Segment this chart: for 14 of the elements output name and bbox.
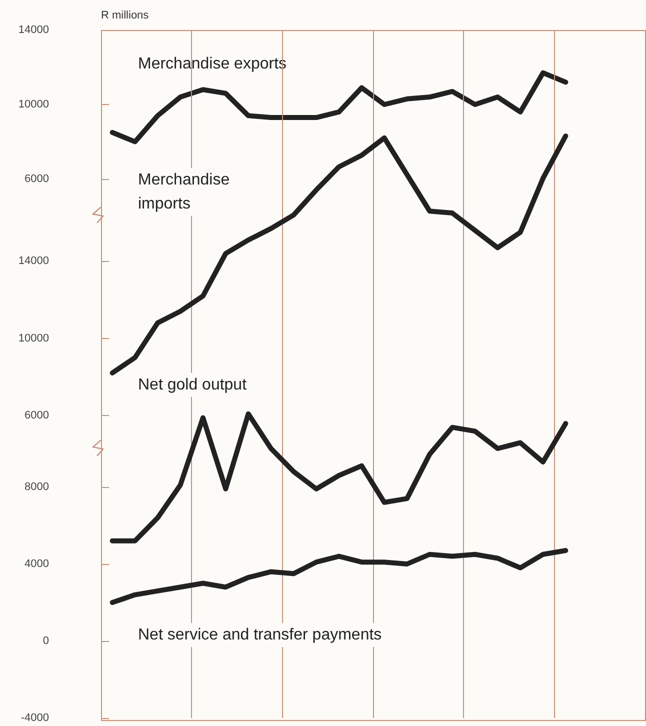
text: Merchandise imports [138,172,230,212]
y-tick-label: 10000 [18,332,49,344]
y-tick-label: 4000 [24,558,49,570]
y-axis-title: R millions [101,10,150,22]
y-tick-label: 14000 [18,255,49,268]
y-tick-label: -4000 [20,712,49,724]
y-tick-label: 10000 [18,98,49,110]
series-label: Net gold output [138,376,248,394]
y-tick-label: 0 [42,635,49,647]
y-tick-label: 8000 [24,481,49,493]
y-tick-label: 6000 [24,409,49,422]
series-label: Net service and transfer payments [138,626,382,644]
y-tick-label: 14000 [18,24,49,36]
y-tick-label: 6000 [24,173,49,185]
